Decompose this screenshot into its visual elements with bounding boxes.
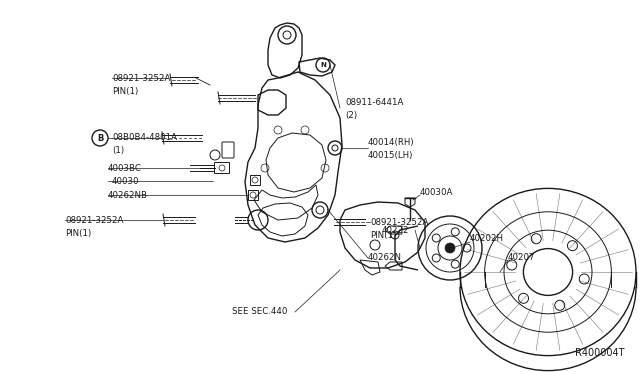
Text: 08921-3252A: 08921-3252A bbox=[370, 218, 428, 227]
Text: SEE SEC.440: SEE SEC.440 bbox=[232, 308, 287, 317]
Text: 40030: 40030 bbox=[112, 176, 140, 186]
Text: 40202H: 40202H bbox=[470, 234, 504, 243]
Text: 08921-3252A: 08921-3252A bbox=[112, 74, 170, 83]
Text: 40222: 40222 bbox=[382, 225, 410, 234]
Text: 40014(RH): 40014(RH) bbox=[368, 138, 415, 147]
Text: 08911-6441A: 08911-6441A bbox=[345, 97, 403, 106]
Text: PIN(1): PIN(1) bbox=[112, 87, 138, 96]
Text: 4003BC: 4003BC bbox=[108, 164, 142, 173]
Text: R400004T: R400004T bbox=[575, 348, 625, 358]
Text: 40030A: 40030A bbox=[420, 187, 453, 196]
Circle shape bbox=[445, 243, 455, 253]
Text: 40015(LH): 40015(LH) bbox=[368, 151, 413, 160]
Text: 40207: 40207 bbox=[508, 253, 536, 263]
Text: (2): (2) bbox=[345, 110, 357, 119]
Text: 08B0B4-4801A: 08B0B4-4801A bbox=[112, 132, 177, 141]
Text: N: N bbox=[320, 62, 326, 68]
Text: 40262NB: 40262NB bbox=[108, 190, 148, 199]
Text: 40262N: 40262N bbox=[368, 253, 402, 263]
Text: PIN(1): PIN(1) bbox=[65, 228, 92, 237]
Text: PIN(1): PIN(1) bbox=[370, 231, 396, 240]
Text: B: B bbox=[97, 134, 103, 142]
Text: 08921-3252A: 08921-3252A bbox=[65, 215, 124, 224]
Text: (1): (1) bbox=[112, 145, 124, 154]
